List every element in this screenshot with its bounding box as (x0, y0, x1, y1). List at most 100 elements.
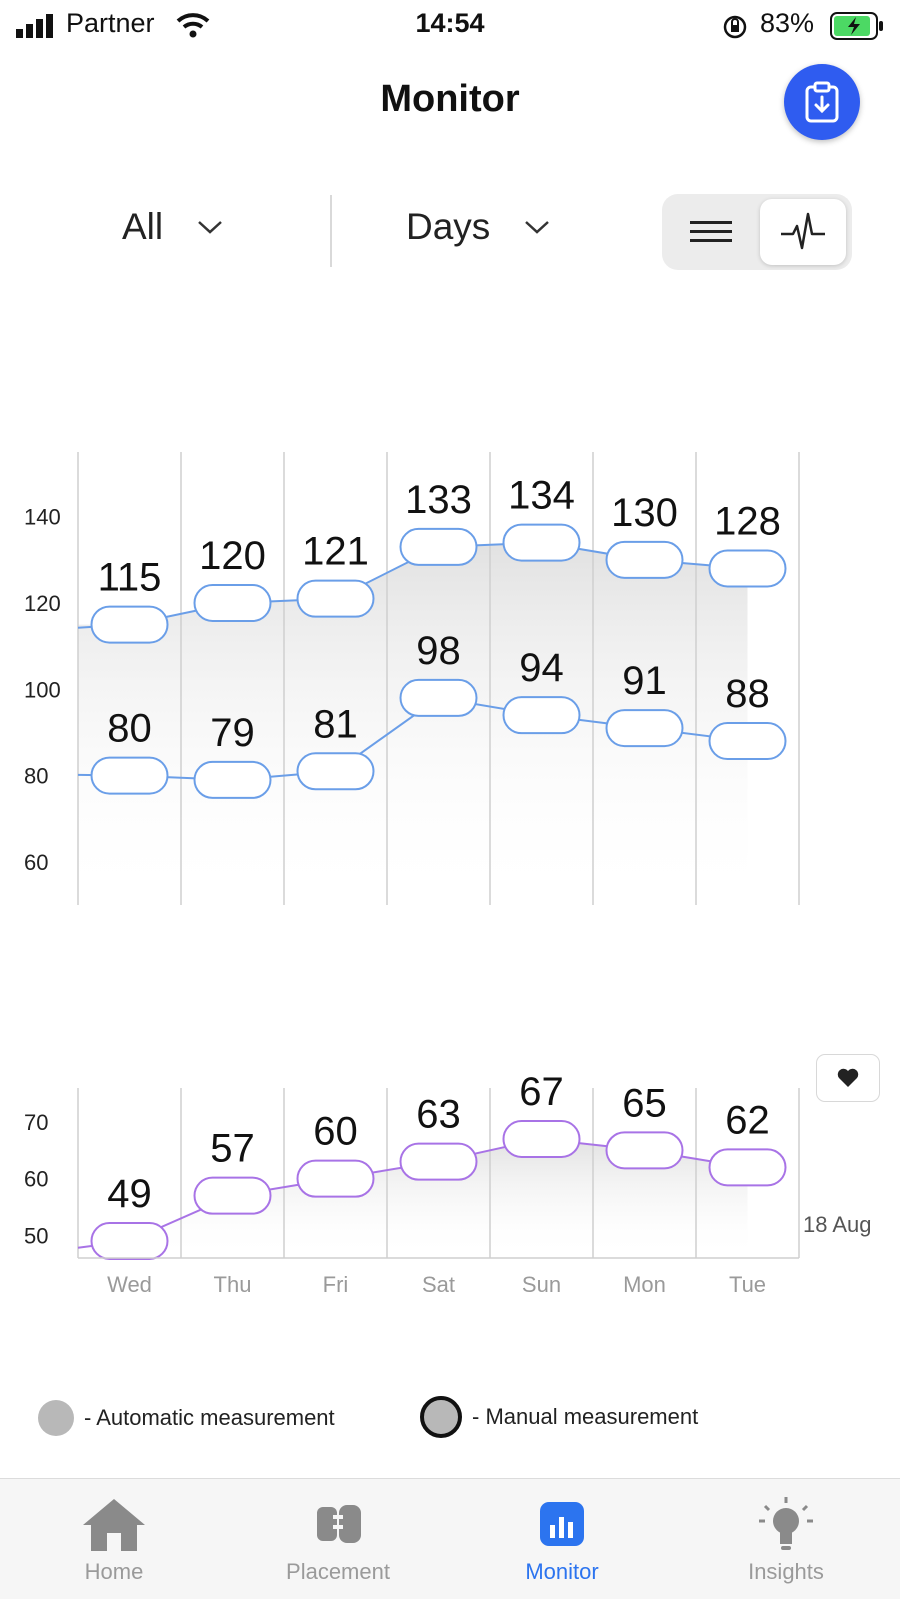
page-title: Monitor (380, 78, 520, 120)
tab-bar: Home Placement Monitor Insights (0, 1478, 900, 1599)
measurement-filter-dropdown[interactable]: All (122, 206, 223, 248)
carrier-label: Partner (66, 8, 155, 38)
data-label: 133 (405, 478, 472, 522)
legend-automatic-label: - Automatic measurement (84, 1405, 335, 1430)
measurements-chart: 140 120 100 80 60 115 120 121 133 134 130 128 80 79 81… (24, 452, 800, 1297)
data-point (502, 696, 581, 735)
data-label: 130 (611, 491, 678, 535)
data-label: 80 (107, 707, 152, 751)
measurement-filter-value: All (122, 206, 164, 247)
data-label: 94 (519, 646, 564, 690)
x-axis-tick: Wed (107, 1272, 152, 1297)
data-point (90, 756, 169, 795)
tab-placement-label: Placement (286, 1559, 390, 1584)
tab-home-label: Home (84, 1559, 144, 1584)
data-label: 115 (98, 556, 162, 600)
tab-placement[interactable]: Placement (238, 1495, 438, 1585)
filter-divider (330, 195, 332, 267)
chevron-down-icon (525, 221, 550, 234)
placement-icon (317, 1505, 361, 1543)
x-axis-tick: Sun (522, 1272, 561, 1297)
heart-rate-chart: 70 60 50 49 57 60 63 67 65 62 (24, 1070, 800, 1260)
wifi-icon (176, 13, 210, 38)
data-label: 81 (313, 702, 358, 746)
data-point (296, 752, 375, 791)
monitor-icon (540, 1502, 584, 1546)
data-point (193, 1176, 272, 1215)
y-axis-tick: 50 (24, 1223, 48, 1248)
list-icon (690, 221, 732, 242)
y-axis-tick: 80 (24, 764, 48, 789)
legend-automatic: - Automatic measurement (38, 1400, 335, 1436)
blood-pressure-chart: 140 120 100 80 60 115 120 121 133 134 130 128 80 79 81… (24, 452, 800, 905)
data-label: 120 (199, 534, 266, 578)
chart-shaded-area (78, 542, 748, 905)
data-point (708, 549, 787, 588)
y-axis-tick: 140 (24, 505, 61, 530)
clock: 14:54 (415, 8, 485, 38)
data-point (296, 1159, 375, 1198)
data-label: 121 (302, 530, 369, 574)
data-point (90, 605, 169, 644)
data-label: 57 (210, 1127, 255, 1171)
data-point (399, 527, 478, 566)
data-point (90, 1222, 169, 1260)
data-label: 98 (416, 629, 461, 673)
data-point (193, 760, 272, 799)
tab-monitor-label: Monitor (525, 1559, 599, 1584)
tab-insights[interactable]: Insights (686, 1495, 886, 1585)
data-label: 88 (725, 672, 770, 716)
export-report-button[interactable] (784, 64, 860, 140)
clipboard-download-icon (805, 81, 839, 123)
orientation-lock-icon (723, 15, 747, 39)
battery-icon (830, 12, 883, 40)
view-mode-toggle (662, 194, 852, 270)
list-view-button[interactable] (668, 199, 754, 265)
chevron-down-icon (198, 221, 222, 234)
tab-insights-label: Insights (748, 1559, 824, 1584)
graph-view-button[interactable] (760, 199, 846, 265)
heart-rate-button[interactable] (816, 1054, 880, 1102)
period-filter-value: Days (406, 206, 491, 247)
legend-manual: - Manual measurement (420, 1396, 698, 1438)
y-axis-tick: 120 (24, 591, 61, 616)
x-axis-tick: Mon (623, 1272, 666, 1297)
y-axis-tick: 70 (24, 1110, 48, 1135)
data-point (605, 1131, 684, 1170)
status-bar: Partner 14:54 83% (0, 0, 900, 52)
tab-home[interactable]: Home (14, 1495, 214, 1585)
data-label: 67 (519, 1070, 564, 1114)
data-point (708, 722, 787, 761)
data-point (502, 523, 581, 562)
tab-monitor[interactable]: Monitor (462, 1495, 662, 1585)
x-axis-day-labels: Wed Thu Fri Sat Sun Mon Tue (78, 1257, 799, 1297)
battery-percent: 83% (760, 8, 815, 38)
data-label: 91 (622, 659, 667, 703)
data-point (399, 678, 478, 717)
data-point (605, 540, 684, 579)
data-label: 62 (725, 1098, 770, 1142)
signal-icon (16, 14, 53, 38)
chart-shaded-area (78, 1139, 748, 1258)
x-axis-tick: Thu (214, 1272, 252, 1297)
x-axis-tick: Fri (323, 1272, 349, 1297)
data-point (708, 1148, 787, 1187)
data-label: 63 (416, 1093, 461, 1137)
date-label: 18 Aug (803, 1212, 872, 1237)
data-point (399, 1142, 478, 1181)
waveform-icon (781, 212, 825, 250)
data-label: 79 (210, 711, 255, 755)
x-axis-tick: Tue (729, 1272, 766, 1297)
y-axis-tick: 60 (24, 850, 48, 875)
legend-manual-label: - Manual measurement (472, 1404, 699, 1429)
data-label: 60 (313, 1110, 358, 1154)
data-label: 65 (622, 1081, 667, 1125)
data-label: 49 (107, 1172, 152, 1216)
insights-icon (759, 1497, 813, 1550)
y-axis-tick: 60 (24, 1167, 48, 1192)
home-icon (83, 1499, 145, 1551)
data-point (193, 584, 272, 622)
period-filter-dropdown[interactable]: Days (406, 206, 550, 248)
manual-dot-icon (420, 1396, 462, 1438)
data-point (502, 1120, 581, 1158)
